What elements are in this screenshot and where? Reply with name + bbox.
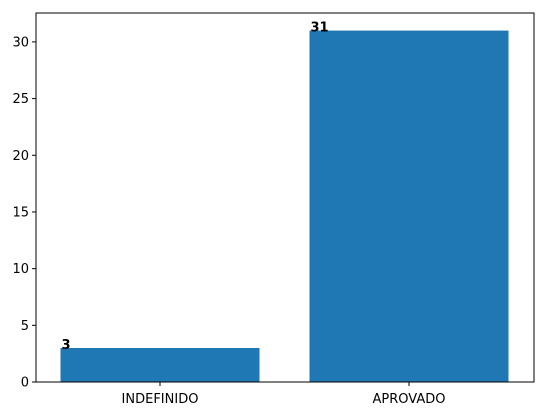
y-tick-label: 15 — [12, 205, 29, 220]
x-tick-label: APROVADO — [373, 392, 446, 407]
bar-value-label: 31 — [311, 21, 329, 36]
y-axis: 0 5 10 15 20 25 30 — [12, 35, 36, 391]
x-tick-label: INDEFINIDO — [122, 392, 199, 407]
plot-frame — [35, 12, 535, 383]
y-tick-label: 20 — [12, 149, 29, 164]
x-axis: INDEFINIDO APROVADO — [122, 382, 446, 407]
bar-value-label: 3 — [62, 338, 71, 353]
y-tick-label: 30 — [12, 35, 29, 50]
data-labels: 3 31 — [62, 21, 329, 353]
y-tick-label: 5 — [21, 319, 29, 334]
bar-aprovado — [309, 30, 509, 382]
y-tick-label: 0 — [21, 376, 29, 391]
y-tick-label: 25 — [12, 92, 29, 107]
bars — [60, 30, 509, 382]
bar-indefinido — [60, 347, 260, 382]
y-tick-label: 10 — [12, 262, 29, 277]
